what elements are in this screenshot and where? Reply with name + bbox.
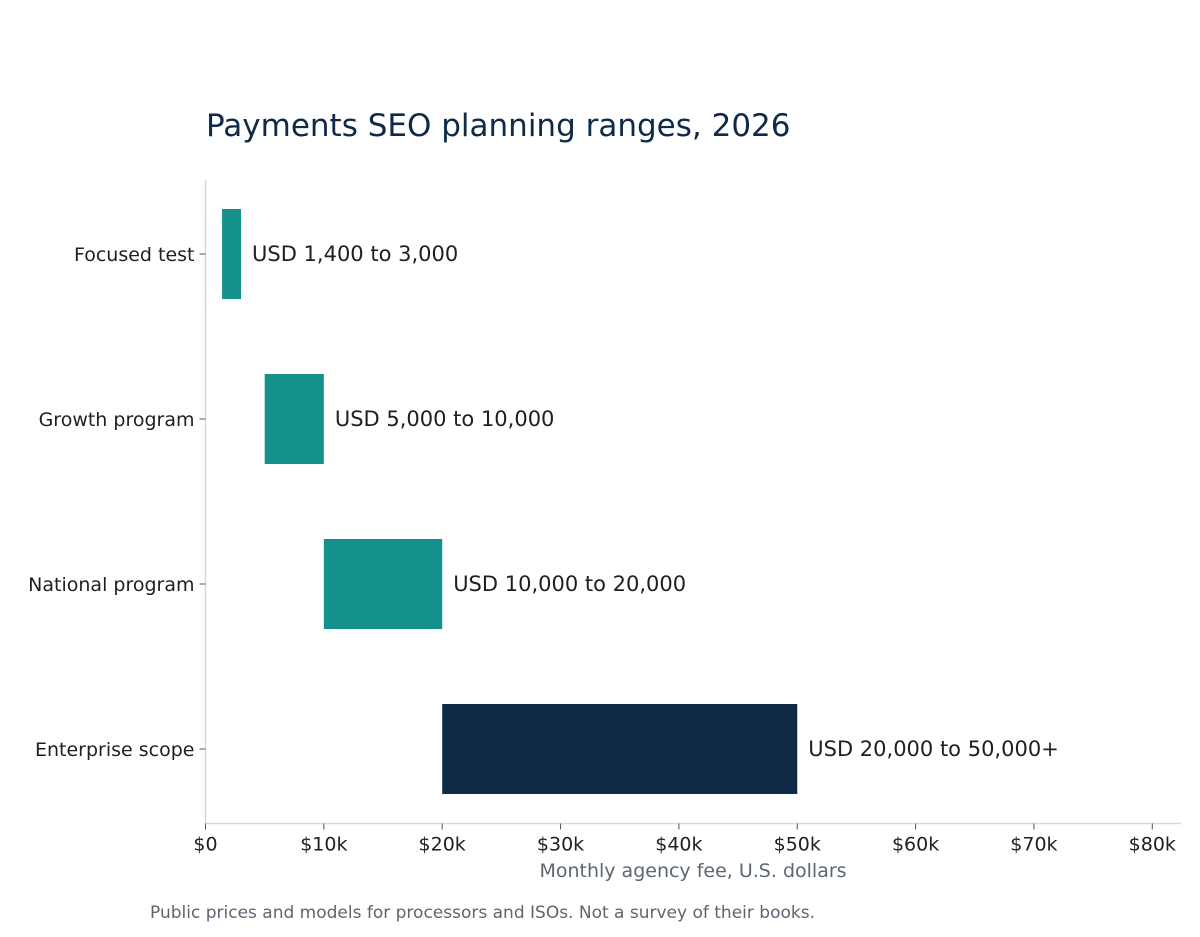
x-axis-ticks: $0 $10k $20k $30k $40k $50k $60k $70k $80k: [193, 823, 1176, 856]
range-data-label: USD 5,000 to 10,000: [335, 407, 555, 431]
y-axis-category-label: Focused test: [74, 244, 195, 266]
x-axis-tick-label: $20k: [419, 834, 466, 856]
range-data-label: USD 10,000 to 20,000: [453, 572, 686, 596]
chart-footnote: Public prices and models for processors …: [150, 903, 815, 923]
x-axis-tick-label: $30k: [537, 834, 584, 856]
range-bars: USD 1,400 to 3,000 USD 5,000 to 10,000 USD…: [222, 209, 1059, 794]
range-bar: [222, 209, 242, 299]
y-axis-categories: Focused test Growth program National progr…: [28, 244, 206, 761]
x-axis-tick-label: $60k: [892, 834, 939, 856]
y-axis-category-label: National program: [28, 574, 194, 596]
x-axis-tick-label: $50k: [774, 834, 821, 856]
y-axis-category-label: Growth program: [39, 409, 195, 431]
chart-title: Payments SEO planning ranges, 2026: [206, 108, 791, 144]
y-axis-category-label: Enterprise scope: [35, 739, 195, 761]
x-axis-tick-label: $80k: [1129, 834, 1176, 856]
range-bar: [442, 704, 798, 794]
range-bar: [264, 374, 324, 464]
x-axis-title: Monthly agency fee, U.S. dollars: [539, 860, 846, 882]
x-axis-tick-label: $0: [193, 834, 217, 856]
x-axis-tick-label: $10k: [300, 834, 347, 856]
x-axis-tick-label: $70k: [1010, 834, 1057, 856]
range-bar: [323, 539, 443, 629]
range-data-label: USD 1,400 to 3,000: [252, 242, 458, 266]
x-axis-tick-label: $40k: [655, 834, 702, 856]
range-data-label: USD 20,000 to 50,000+: [808, 737, 1059, 761]
